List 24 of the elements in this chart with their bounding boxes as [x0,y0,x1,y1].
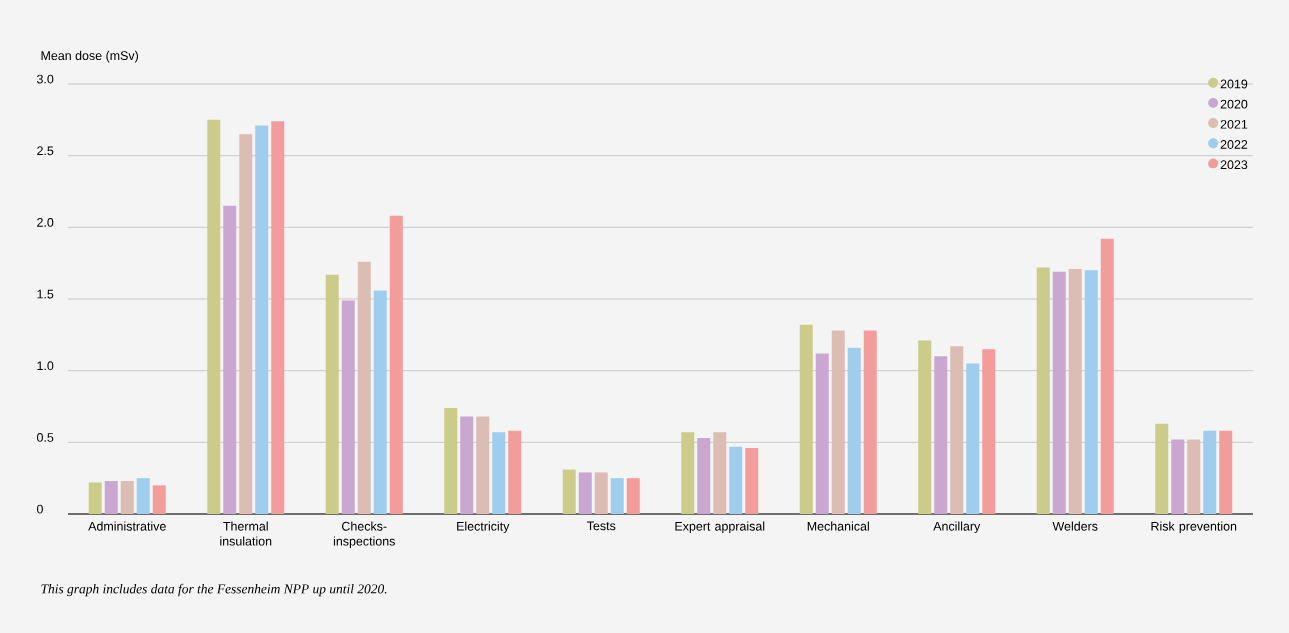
legend-label: 2023 [1220,160,1248,170]
x-tick-label: Checks-inspections [333,521,395,549]
y-tick-label: 1.5 [37,289,54,299]
y-tick-label: 1.0 [37,361,54,371]
x-tick-label: Thermal insulation [220,521,272,546]
y-tick-label: 0 [37,504,43,514]
x-tick-label: Ancillary [933,521,981,534]
x-tick-label: Mechanical [807,521,869,531]
y-tick-label: 2.0 [37,218,54,227]
legend-label: 2022 [1220,140,1248,149]
y-tick-label: 3.0 [36,74,54,84]
text: This graph includes data for the Fessenheim NPP up until 2020. [41,583,387,597]
y-tick-label: 2.5 [37,146,54,156]
legend-label: 2020 [1220,99,1248,109]
legend-label: 2021 [1220,119,1248,129]
x-tick-label: Electricity [457,521,510,534]
x-tick-label: Tests [587,521,616,531]
x-tick-label: Administrative [88,521,166,531]
legend-label: 2019 [1220,79,1248,89]
y-tick-label: 0.5 [37,433,54,442]
y-axis-title: Mean dose (mSv) [41,50,138,63]
x-tick-label: Expert appraisal [675,521,765,534]
x-tick-label: Welders [1052,521,1098,531]
x-tick-label: Risk prevention [1151,521,1237,534]
